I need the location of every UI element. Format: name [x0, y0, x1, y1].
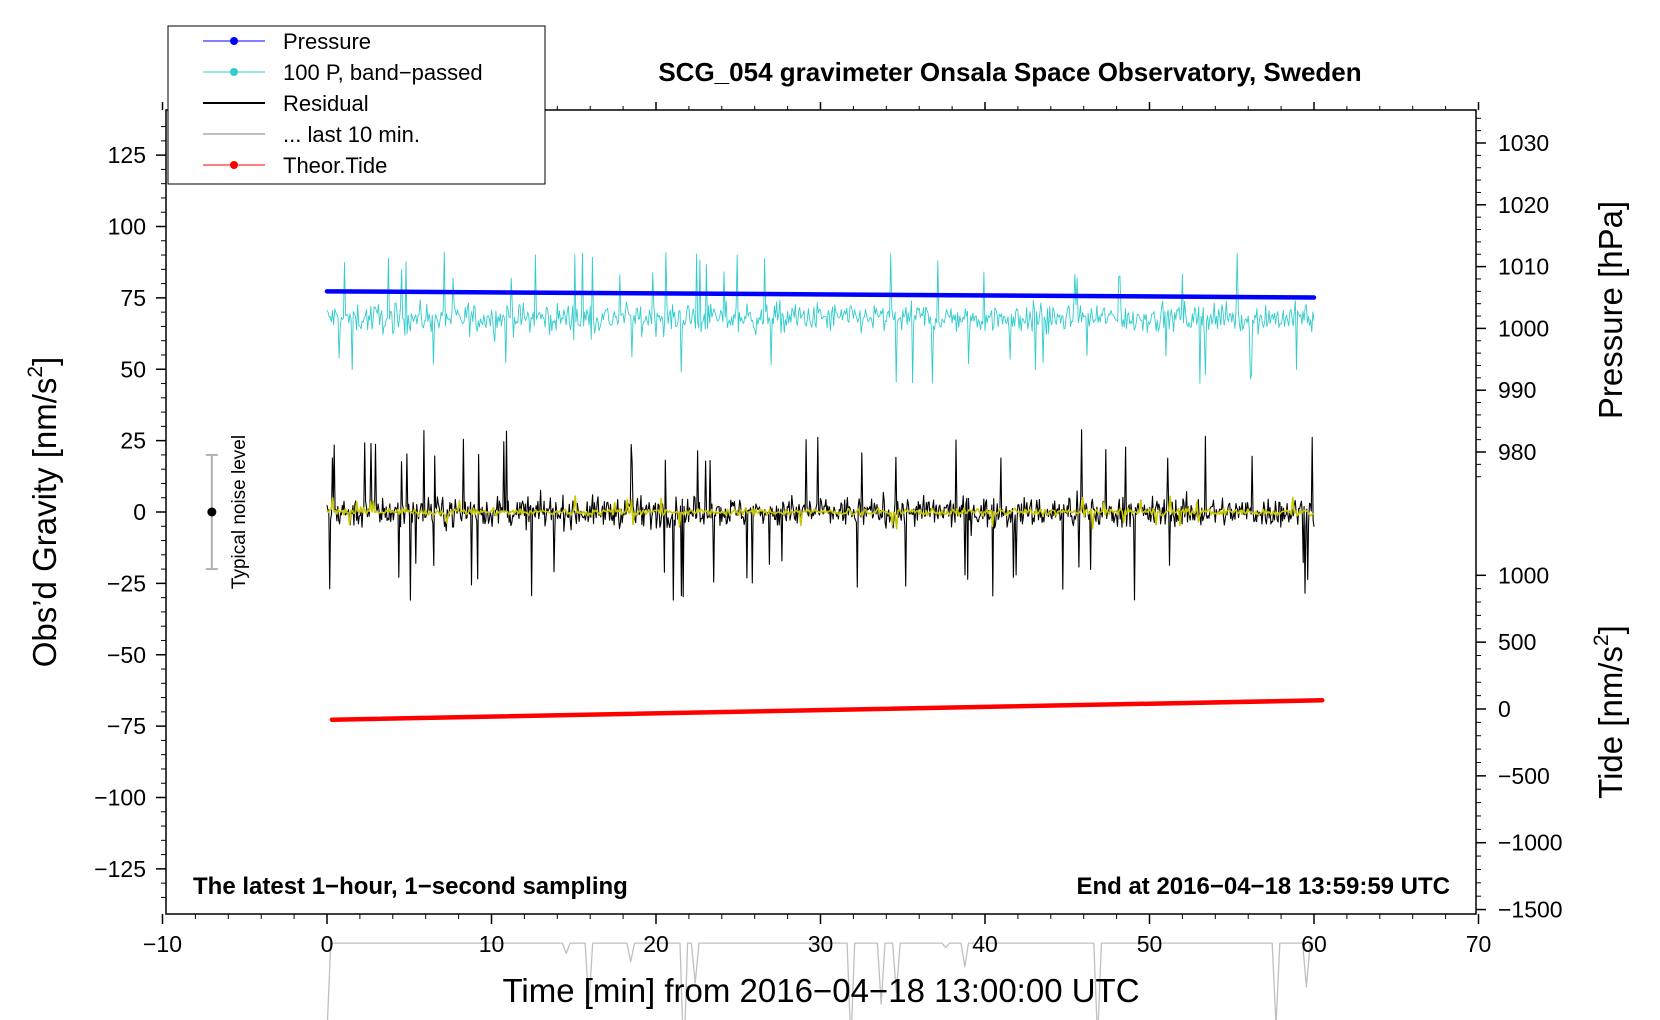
series-last-10-min [326, 942, 1314, 1020]
y-axis-label: Obs’d Gravity [nm/s2] [24, 357, 63, 668]
x-tick-label: 70 [1466, 931, 1492, 957]
series-theor-tide [329, 698, 1325, 722]
x-tick-label: 60 [1301, 931, 1327, 957]
legend: Pressure 100 P, band−passed Residual ... la… [167, 25, 546, 185]
tide-tick-label: 1000 [1498, 562, 1549, 588]
tide-tick-label: 0 [1498, 696, 1511, 722]
series-layer [324, 251, 1325, 1020]
pressure-tick-label: 1000 [1498, 315, 1549, 341]
y-tick-label: 125 [108, 142, 146, 168]
pressure-axis-label: Pressure [hPa] [1592, 201, 1629, 419]
x-tick-label: 0 [321, 931, 334, 957]
x-tick-label: 20 [643, 931, 669, 957]
y-tick-label: 0 [133, 499, 146, 525]
series-residual [326, 429, 1315, 601]
legend-label: Pressure [283, 29, 371, 54]
x-tick-label: 10 [479, 931, 505, 957]
y-tick-label: 50 [120, 356, 146, 382]
noise-center-dot [207, 507, 217, 517]
legend-swatch-marker [230, 37, 238, 45]
legend-label: ... last 10 min. [283, 122, 420, 147]
y-tick-label: 75 [120, 285, 146, 311]
x-tick-label: 50 [1137, 931, 1163, 957]
y-tick-label: −125 [94, 856, 146, 882]
tide-tick-label: −1500 [1498, 897, 1563, 923]
legend-swatch-marker [230, 161, 238, 169]
series-pressure [324, 289, 1317, 300]
tide-tick-label: −500 [1498, 763, 1550, 789]
annotation-end-time: End at 2016−04−18 13:59:59 UTC [1076, 873, 1450, 900]
pressure-tick-label: 990 [1498, 377, 1536, 403]
noise-indicator: Typical noise level [205, 435, 250, 589]
tide-tick-label: −1000 [1498, 830, 1563, 856]
legend-label: Residual [283, 91, 369, 116]
chart-title: SCG_054 gravimeter Onsala Space Observat… [658, 57, 1361, 87]
series-bandpassed-pressure [326, 251, 1315, 384]
y-tick-label: 100 [108, 214, 146, 240]
y-tick-label: −75 [107, 713, 146, 739]
series-residual-smoothed [326, 495, 1315, 530]
x-axis-label: Time [min] from 2016−04−18 13:00:00 UTC [502, 972, 1139, 1009]
legend-swatch-marker [230, 68, 238, 76]
tide-axis-label: Tide [nm/s2] [1590, 625, 1629, 799]
tide-tick-label: 500 [1498, 629, 1536, 655]
legend-label: 100 P, band−passed [283, 60, 483, 85]
pressure-tick-label: 980 [1498, 439, 1536, 465]
y-tick-label: 25 [120, 428, 146, 454]
y-tick-label: −100 [94, 785, 146, 811]
pressure-tick-label: 1010 [1498, 254, 1549, 280]
x-tick-label: 40 [972, 931, 998, 957]
y-tick-label: −25 [107, 570, 146, 596]
annotation-sampling: The latest 1−hour, 1−second sampling [193, 873, 628, 900]
legend-box [167, 25, 546, 185]
legend-label: Theor.Tide [283, 153, 387, 178]
x-tick-label: 30 [808, 931, 834, 957]
y-tick-label: −50 [107, 642, 146, 668]
noise-label: Typical noise level [229, 435, 250, 589]
pressure-tick-label: 1030 [1498, 130, 1549, 156]
x-tick-label: −10 [143, 931, 182, 957]
pressure-tick-label: 1020 [1498, 192, 1549, 218]
axes-layer: −10 0 10 20 30 40 50 60 701251007550250−25−50−75… [94, 102, 1563, 957]
